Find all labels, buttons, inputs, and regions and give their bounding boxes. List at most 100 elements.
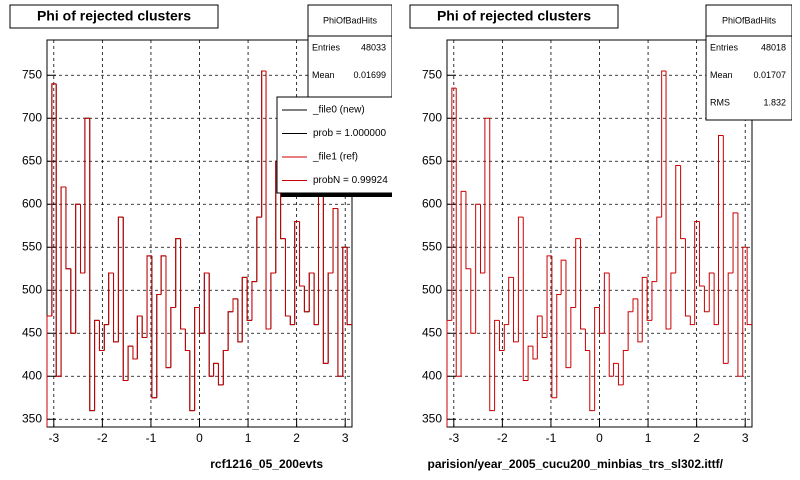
histogram-bin: [541, 316, 548, 339]
chart-title: Phi of rejected clusters: [437, 8, 591, 24]
x-tick-label: 3: [742, 431, 749, 445]
y-tick-label: 600: [22, 196, 42, 210]
y-tick-label: 550: [22, 239, 42, 253]
histogram-bin: [641, 276, 648, 342]
histogram-bin: [603, 272, 610, 334]
histogram-bin: [151, 255, 157, 399]
histogram-bin: [156, 294, 162, 398]
stats-label: Entries: [710, 42, 739, 52]
histogram-bin: [327, 272, 334, 364]
histogram-bin: [222, 349, 229, 385]
y-tick-label: 650: [422, 153, 442, 167]
y-tick-label: 550: [422, 239, 442, 253]
histogram-bin: [284, 238, 291, 317]
histogram-bin: [508, 276, 514, 325]
x-tick-label: -3: [448, 431, 459, 445]
histogram-bin: [699, 221, 705, 287]
histogram-bin: [727, 272, 734, 364]
y-tick-label: 500: [22, 282, 42, 296]
histogram-bin: [599, 307, 605, 334]
histogram-bin: [608, 273, 614, 377]
stats-label: Mean: [710, 70, 733, 80]
histogram-bin: [560, 259, 566, 295]
histogram-bin: [489, 118, 495, 412]
stats-label: RMS: [710, 97, 730, 107]
histogram-bin: [170, 306, 176, 368]
histogram-bin: [498, 320, 505, 351]
histogram-bin: [613, 362, 619, 377]
histogram-bin: [46, 315, 52, 427]
stats-name: PhiOfBadHits: [323, 15, 378, 25]
histogram-bin: [522, 217, 529, 382]
legend-label: prob = 1.000000: [313, 128, 387, 139]
x-tick-label: 1: [645, 431, 652, 445]
histogram-bin: [589, 350, 595, 412]
histogram-bin: [575, 238, 581, 308]
histogram-bin: [680, 165, 686, 240]
histogram-bin: [455, 88, 462, 377]
y-tick-label: 350: [422, 411, 442, 425]
histogram-bin: [732, 212, 738, 274]
histogram-bin: [141, 316, 148, 339]
stats-value: 1.832: [763, 97, 786, 107]
x-tick-label: -1: [146, 431, 157, 445]
histogram-bin: [270, 272, 276, 329]
histogram-bin: [646, 277, 652, 321]
histogram-bin: [184, 328, 190, 351]
histogram-bin: [241, 276, 248, 342]
histogram-bin: [217, 363, 224, 386]
histogram-bin: [261, 70, 267, 218]
histogram-bin: [332, 208, 338, 274]
y-tick-label: 500: [422, 282, 442, 296]
histogram-bin: [213, 362, 219, 377]
histogram-bin: [346, 247, 352, 326]
histogram-bin: [246, 277, 252, 321]
histogram-bin: [484, 117, 490, 274]
stats-box: [705, 4, 792, 121]
histogram-bin: [89, 118, 95, 412]
histogram-bin: [446, 319, 452, 427]
stats-value: 0.01699: [353, 70, 386, 80]
title-box: [409, 4, 619, 29]
histogram-bin: [546, 255, 552, 338]
histogram-bin: [208, 273, 214, 377]
y-tick-label: 450: [22, 325, 42, 339]
histogram-bin: [627, 311, 634, 351]
legend-label: probN = 0.99924: [313, 175, 388, 186]
y-tick-label: 400: [422, 368, 442, 382]
histogram-bin: [656, 216, 662, 282]
histogram-bin: [670, 272, 676, 329]
histogram-bin: [127, 345, 133, 381]
y-tick-label: 750: [22, 67, 42, 81]
histogram-bin: [465, 191, 471, 270]
histogram-bin: [313, 273, 319, 326]
stats-label: Entries: [312, 42, 341, 52]
histogram-bin: [70, 268, 76, 334]
title-box: [9, 4, 219, 29]
y-tick-label: 700: [22, 110, 42, 124]
legend-box: [276, 96, 392, 194]
histogram-bin: [570, 306, 576, 368]
x-tick-label: -1: [546, 431, 557, 445]
histogram-bin: [594, 306, 600, 411]
histogram-bin: [160, 255, 166, 295]
pad: 350 400 450 500 550 600 650 700 750 -3 -2 -1 0 1 2 3 Phi…: [409, 4, 792, 471]
histogram-bin: [194, 306, 200, 411]
histogram-bin: [637, 298, 643, 343]
histogram-bin: [303, 285, 310, 313]
legend-label: _file0 (new): [312, 105, 365, 116]
histogram-bin: [322, 135, 329, 364]
footer-text: parision/year_2005_cucu200_minbias_trs_s…: [428, 457, 724, 471]
y-tick-label: 700: [422, 110, 442, 124]
histogram-bin: [180, 238, 186, 330]
y-tick-label: 350: [22, 411, 42, 425]
stats-label: Mean: [312, 70, 335, 80]
histogram-bin: [203, 272, 210, 334]
pad: 350 400 450 500 550 600 650 700 750 -3 -2 -1 0 1 2 3 Phi…: [9, 4, 392, 471]
histogram-bin: [80, 204, 85, 274]
y-tick-label: 400: [22, 368, 42, 382]
footer-text: rcf1216_05_200evts: [210, 457, 323, 471]
histogram-bin: [651, 281, 657, 321]
y-tick-label: 600: [422, 196, 442, 210]
histogram-bin: [708, 272, 715, 312]
